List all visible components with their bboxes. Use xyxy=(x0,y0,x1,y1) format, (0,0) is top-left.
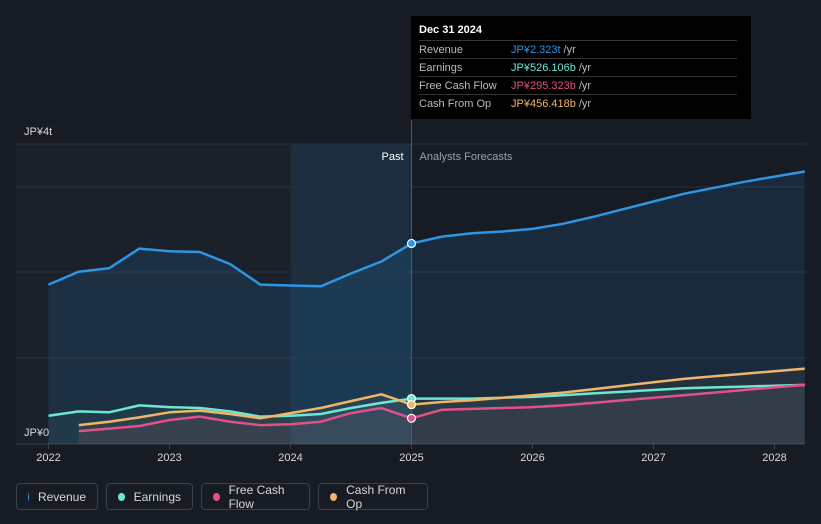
legend-dot-icon xyxy=(28,492,29,501)
legend-dot-icon xyxy=(330,492,338,501)
series-area xyxy=(48,171,805,444)
tooltip-row-cash-from-op: Cash From Op JP¥456.418b /yr xyxy=(419,94,737,112)
tooltip-label: Cash From Op xyxy=(419,97,492,110)
legend-label: Earnings xyxy=(133,489,181,504)
tooltip-row-revenue: Revenue JP¥2.323t /yr xyxy=(419,40,737,58)
x-tick-label: 2027 xyxy=(641,452,665,464)
tooltip-label: Earnings xyxy=(419,61,463,74)
series-line xyxy=(78,367,805,427)
x-tick-label: 2024 xyxy=(278,452,302,464)
x-axis-ticks: 2022 2023 2024 2025 2026 2027 2028 xyxy=(36,444,787,464)
legend-label: Cash From Op xyxy=(346,482,406,511)
data-point-marker xyxy=(406,399,417,410)
forecast-label: Analysts Forecasts xyxy=(420,151,513,163)
tooltip-date: Dec 31 2024 xyxy=(419,24,482,36)
data-point-marker xyxy=(406,413,417,423)
series-area xyxy=(78,384,805,444)
tooltip-label: Revenue xyxy=(419,43,464,56)
tooltip-unit: /yr xyxy=(578,61,592,74)
past-label: Past xyxy=(381,151,403,163)
legend-item-free-cash-flow[interactable]: Free Cash Flow xyxy=(201,482,310,511)
tooltip-value: JP¥2.323t xyxy=(511,43,561,56)
tooltip-row-earnings: Earnings JP¥526.106b /yr xyxy=(419,58,737,76)
tooltip-unit: /yr xyxy=(563,43,576,56)
series-lines xyxy=(48,170,806,433)
legend-label: Revenue xyxy=(37,489,86,504)
tooltip-value: JP¥456.418b xyxy=(511,97,576,110)
tooltip-unit: /yr xyxy=(578,97,592,110)
tooltip-label: Free Cash Flow xyxy=(419,79,497,92)
x-tick-label: 2025 xyxy=(399,452,423,464)
x-tick-label: 2023 xyxy=(157,452,181,464)
series-line xyxy=(78,383,805,433)
legend-item-revenue[interactable]: Revenue xyxy=(16,483,98,510)
data-point-marker xyxy=(406,238,417,249)
legend-item-cash-from-op[interactable]: Cash From Op xyxy=(318,482,428,511)
chart-legend: Revenue Earnings Free Cash Flow Cash Fro… xyxy=(16,482,428,511)
gridlines xyxy=(16,143,805,445)
data-tooltip: Dec 31 2024 Revenue JP¥2.323t /yr Earnin… xyxy=(411,16,751,119)
x-tick-label: 2022 xyxy=(36,452,60,464)
highlight-region xyxy=(290,144,412,444)
tooltip-unit: /yr xyxy=(578,79,592,92)
series-markers xyxy=(406,238,417,423)
legend-item-earnings[interactable]: Earnings xyxy=(106,483,193,510)
tooltip-row-free-cash-flow: Free Cash Flow JP¥295.323b /yr xyxy=(419,76,737,94)
y-tick-label-bottom: JP¥0 xyxy=(24,427,49,439)
y-tick-label-top: JP¥4t xyxy=(24,126,52,138)
legend-label: Free Cash Flow xyxy=(228,482,285,511)
x-tick-label: 2026 xyxy=(520,452,544,464)
series-line xyxy=(48,170,806,288)
x-tick-label: 2028 xyxy=(762,452,786,464)
series-line xyxy=(48,383,805,418)
legend-dot-icon xyxy=(118,492,125,501)
legend-dot-icon xyxy=(213,492,220,501)
tooltip-value: JP¥295.323b xyxy=(511,79,576,92)
tooltip-value: JP¥526.106b xyxy=(511,61,576,74)
